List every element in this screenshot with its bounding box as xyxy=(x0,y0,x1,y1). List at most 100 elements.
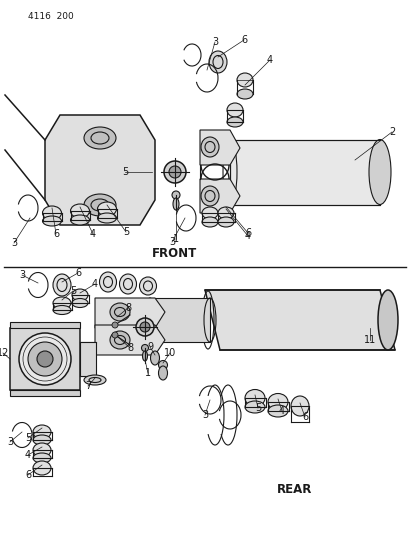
Ellipse shape xyxy=(142,351,147,361)
Text: REAR: REAR xyxy=(276,483,312,497)
Ellipse shape xyxy=(245,401,264,413)
Text: 11: 11 xyxy=(363,335,375,345)
Text: 5: 5 xyxy=(254,403,261,413)
Ellipse shape xyxy=(53,297,71,309)
Text: 6: 6 xyxy=(301,412,307,422)
Text: 1: 1 xyxy=(145,368,151,378)
Ellipse shape xyxy=(112,322,118,328)
Ellipse shape xyxy=(112,332,118,338)
Text: 3: 3 xyxy=(19,270,25,280)
Text: 3: 3 xyxy=(11,238,17,248)
Polygon shape xyxy=(95,298,164,328)
Polygon shape xyxy=(80,342,96,376)
Text: 3: 3 xyxy=(7,437,13,447)
Ellipse shape xyxy=(377,290,397,350)
Polygon shape xyxy=(45,115,155,225)
Text: 4: 4 xyxy=(244,231,250,241)
Polygon shape xyxy=(200,179,239,213)
Ellipse shape xyxy=(99,272,116,292)
Ellipse shape xyxy=(43,216,61,226)
Ellipse shape xyxy=(33,453,51,463)
Text: 7: 7 xyxy=(85,381,91,391)
Ellipse shape xyxy=(267,405,287,417)
Text: 6: 6 xyxy=(25,470,31,480)
Ellipse shape xyxy=(245,390,264,407)
Text: 3: 3 xyxy=(169,237,175,247)
Text: 3: 3 xyxy=(211,37,218,47)
Polygon shape xyxy=(10,322,80,328)
Text: 8: 8 xyxy=(125,303,131,313)
Ellipse shape xyxy=(139,277,156,295)
Ellipse shape xyxy=(218,207,234,219)
Text: 8: 8 xyxy=(127,343,133,353)
Ellipse shape xyxy=(173,198,179,210)
Text: FRONT: FRONT xyxy=(152,246,197,260)
Ellipse shape xyxy=(158,360,167,369)
Text: 5: 5 xyxy=(25,433,31,443)
Text: 4116  200: 4116 200 xyxy=(28,12,74,21)
Ellipse shape xyxy=(37,351,53,367)
Ellipse shape xyxy=(144,298,155,342)
Polygon shape xyxy=(10,390,80,396)
Text: 4: 4 xyxy=(25,450,31,460)
Ellipse shape xyxy=(28,342,62,376)
Ellipse shape xyxy=(72,298,88,308)
Text: 2: 2 xyxy=(388,127,394,137)
Ellipse shape xyxy=(227,117,243,127)
Text: 6: 6 xyxy=(53,229,59,239)
Ellipse shape xyxy=(202,217,218,227)
Ellipse shape xyxy=(200,137,218,157)
Text: 5: 5 xyxy=(70,286,76,296)
Text: 6: 6 xyxy=(240,35,247,45)
Text: 4: 4 xyxy=(266,55,272,65)
Text: 5: 5 xyxy=(121,167,128,177)
Ellipse shape xyxy=(164,161,186,183)
Text: 9: 9 xyxy=(146,342,153,352)
Ellipse shape xyxy=(236,89,252,99)
Ellipse shape xyxy=(200,186,218,206)
Ellipse shape xyxy=(169,166,180,178)
Text: 4: 4 xyxy=(90,229,96,239)
Ellipse shape xyxy=(70,215,89,225)
Ellipse shape xyxy=(84,375,106,385)
Text: 1: 1 xyxy=(173,234,179,244)
Ellipse shape xyxy=(19,333,71,385)
Ellipse shape xyxy=(72,289,88,301)
Ellipse shape xyxy=(290,396,308,416)
Text: 4: 4 xyxy=(278,406,284,416)
Text: 6: 6 xyxy=(244,228,250,238)
Ellipse shape xyxy=(53,274,71,296)
Ellipse shape xyxy=(141,344,148,351)
Text: 4: 4 xyxy=(92,279,98,289)
Ellipse shape xyxy=(136,318,154,336)
Ellipse shape xyxy=(97,202,116,216)
Text: 6: 6 xyxy=(75,268,81,278)
Ellipse shape xyxy=(110,303,130,321)
Ellipse shape xyxy=(368,140,390,205)
Text: 12: 12 xyxy=(0,348,9,358)
Ellipse shape xyxy=(236,73,252,87)
Ellipse shape xyxy=(227,103,243,117)
Text: 10: 10 xyxy=(164,348,176,358)
Ellipse shape xyxy=(218,217,234,227)
Ellipse shape xyxy=(119,274,136,294)
Ellipse shape xyxy=(33,461,51,475)
Ellipse shape xyxy=(70,204,89,218)
Ellipse shape xyxy=(84,194,116,216)
Polygon shape xyxy=(10,328,80,390)
Ellipse shape xyxy=(84,127,116,149)
Text: 3: 3 xyxy=(202,410,207,420)
Ellipse shape xyxy=(97,213,116,223)
Polygon shape xyxy=(204,290,394,350)
Ellipse shape xyxy=(53,305,71,314)
Ellipse shape xyxy=(267,393,287,410)
Ellipse shape xyxy=(139,322,150,332)
Ellipse shape xyxy=(33,435,51,445)
Ellipse shape xyxy=(43,206,61,220)
Polygon shape xyxy=(229,140,379,205)
Ellipse shape xyxy=(110,331,130,349)
Polygon shape xyxy=(95,325,164,355)
Ellipse shape xyxy=(172,191,180,199)
Text: 5: 5 xyxy=(123,227,129,237)
Ellipse shape xyxy=(33,443,51,457)
